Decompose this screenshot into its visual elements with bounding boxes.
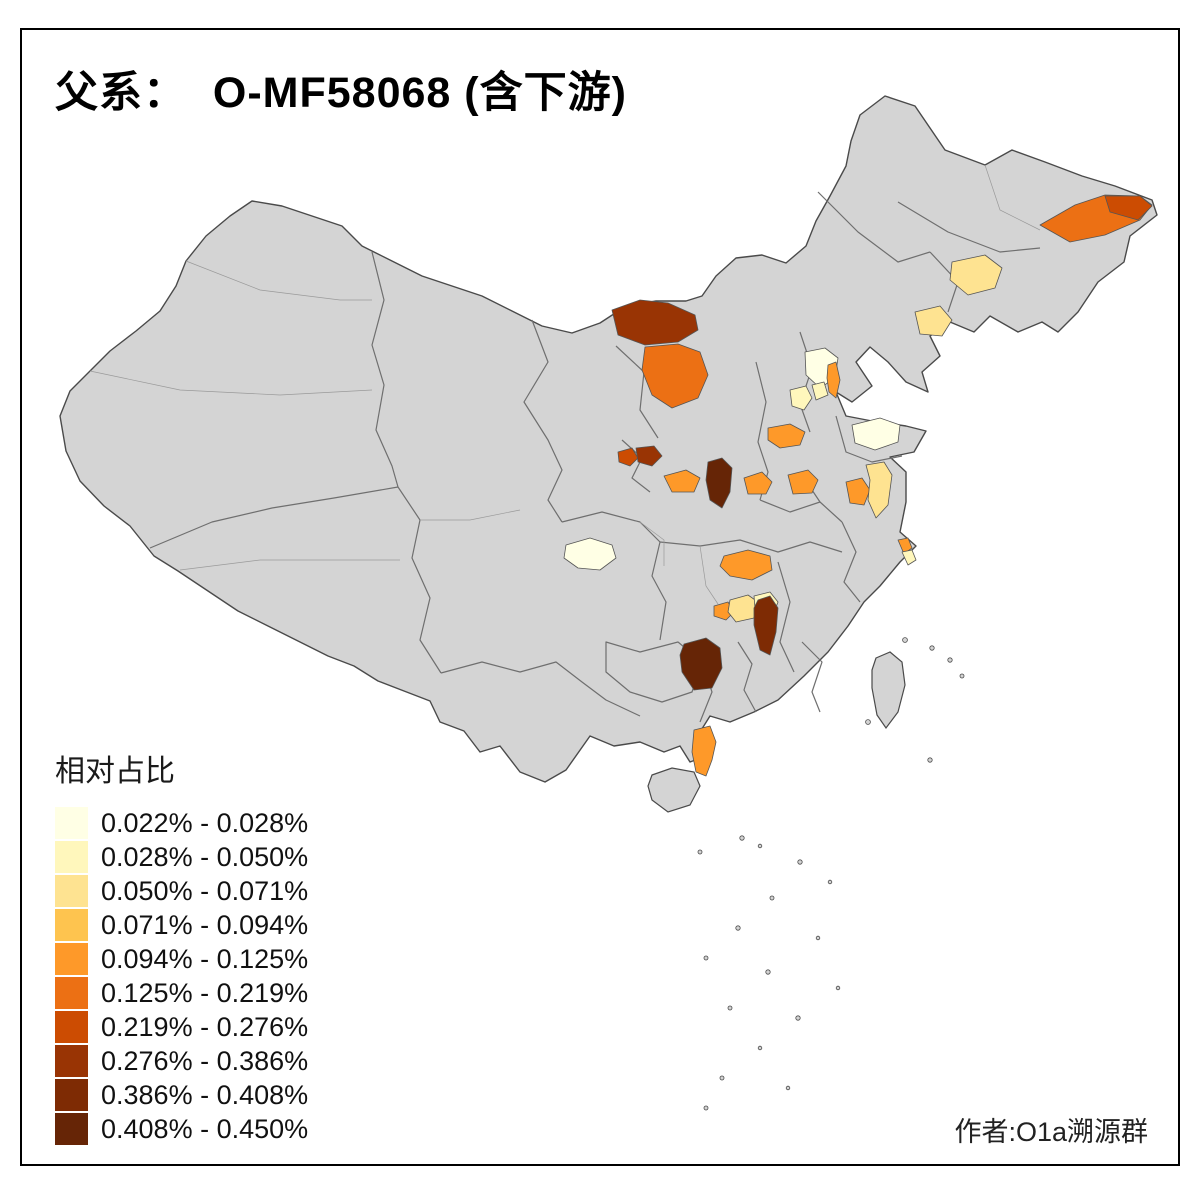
legend-label: 0.408% - 0.450% bbox=[101, 1113, 309, 1144]
region bbox=[691, 725, 717, 777]
legend-swatch bbox=[55, 977, 88, 1009]
legend-item: 0.408% - 0.450% bbox=[55, 1112, 308, 1146]
legend-swatch bbox=[55, 1011, 88, 1043]
legend-label: 0.071% - 0.094% bbox=[101, 909, 309, 940]
prefecture-borders bbox=[89, 164, 1041, 605]
attribution: 作者:O1a溯源群 bbox=[954, 1117, 1148, 1147]
legend-label: 0.276% - 0.386% bbox=[101, 1045, 309, 1076]
legend-label: 0.125% - 0.219% bbox=[101, 977, 309, 1008]
region bbox=[865, 461, 893, 519]
legend-item: 0.071% - 0.094% bbox=[55, 908, 308, 942]
legend-label: 0.386% - 0.408% bbox=[101, 1079, 309, 1110]
mainland-china bbox=[59, 95, 1158, 783]
legend-title: 相对占比 bbox=[55, 755, 175, 788]
legend-item: 0.028% - 0.050% bbox=[55, 840, 308, 874]
highlighted-regions bbox=[563, 194, 1153, 777]
region bbox=[705, 457, 733, 509]
region bbox=[563, 537, 617, 571]
region bbox=[1104, 195, 1153, 221]
region bbox=[949, 254, 1003, 296]
region bbox=[635, 445, 663, 467]
legend-item: 0.125% - 0.219% bbox=[55, 976, 308, 1010]
region bbox=[679, 637, 723, 691]
region bbox=[897, 537, 913, 555]
region bbox=[753, 595, 779, 656]
legend-label: 0.022% - 0.028% bbox=[101, 807, 309, 838]
legend-items: 0.022% - 0.028% 0.028% - 0.050% 0.050% - 0… bbox=[55, 806, 308, 1146]
legend-item: 0.050% - 0.071% bbox=[55, 874, 308, 908]
legend-item: 0.276% - 0.386% bbox=[55, 1044, 308, 1078]
sea-islands bbox=[697, 637, 965, 1111]
legend-swatch bbox=[55, 1045, 88, 1077]
region bbox=[767, 423, 806, 449]
region bbox=[719, 549, 773, 581]
legend-item: 0.386% - 0.408% bbox=[55, 1078, 308, 1112]
region bbox=[663, 469, 701, 493]
region bbox=[826, 361, 841, 399]
legend-swatch bbox=[55, 875, 88, 907]
region bbox=[914, 305, 953, 337]
region bbox=[611, 299, 699, 346]
legend-swatch bbox=[55, 841, 88, 873]
region bbox=[845, 477, 871, 506]
region bbox=[901, 549, 917, 566]
legend-label: 0.050% - 0.071% bbox=[101, 875, 309, 906]
region bbox=[787, 469, 819, 495]
region bbox=[743, 471, 773, 495]
legend-swatch bbox=[55, 1113, 88, 1145]
legend-item: 0.094% - 0.125% bbox=[55, 942, 308, 976]
legend-label: 0.219% - 0.276% bbox=[101, 1011, 309, 1042]
legend-item: 0.219% - 0.276% bbox=[55, 1010, 308, 1044]
region bbox=[727, 594, 759, 623]
legend-label: 0.028% - 0.050% bbox=[101, 841, 309, 872]
region bbox=[851, 417, 901, 451]
taiwan-island bbox=[871, 651, 906, 730]
region bbox=[789, 385, 813, 411]
region bbox=[811, 381, 829, 401]
legend-swatch bbox=[55, 943, 88, 975]
region bbox=[641, 343, 709, 409]
page-title: 父系： O-MF58068 (含下游) bbox=[55, 69, 627, 117]
legend: 相对占比 0.022% - 0.028% 0.028% - 0.050% 0.050… bbox=[55, 746, 308, 1146]
legend-swatch bbox=[55, 1079, 88, 1111]
legend-label: 0.094% - 0.125% bbox=[101, 943, 309, 974]
region bbox=[617, 447, 639, 467]
legend-item: 0.022% - 0.028% bbox=[55, 806, 308, 840]
hainan-island bbox=[647, 767, 701, 813]
legend-swatch bbox=[55, 909, 88, 941]
legend-swatch bbox=[55, 807, 88, 839]
